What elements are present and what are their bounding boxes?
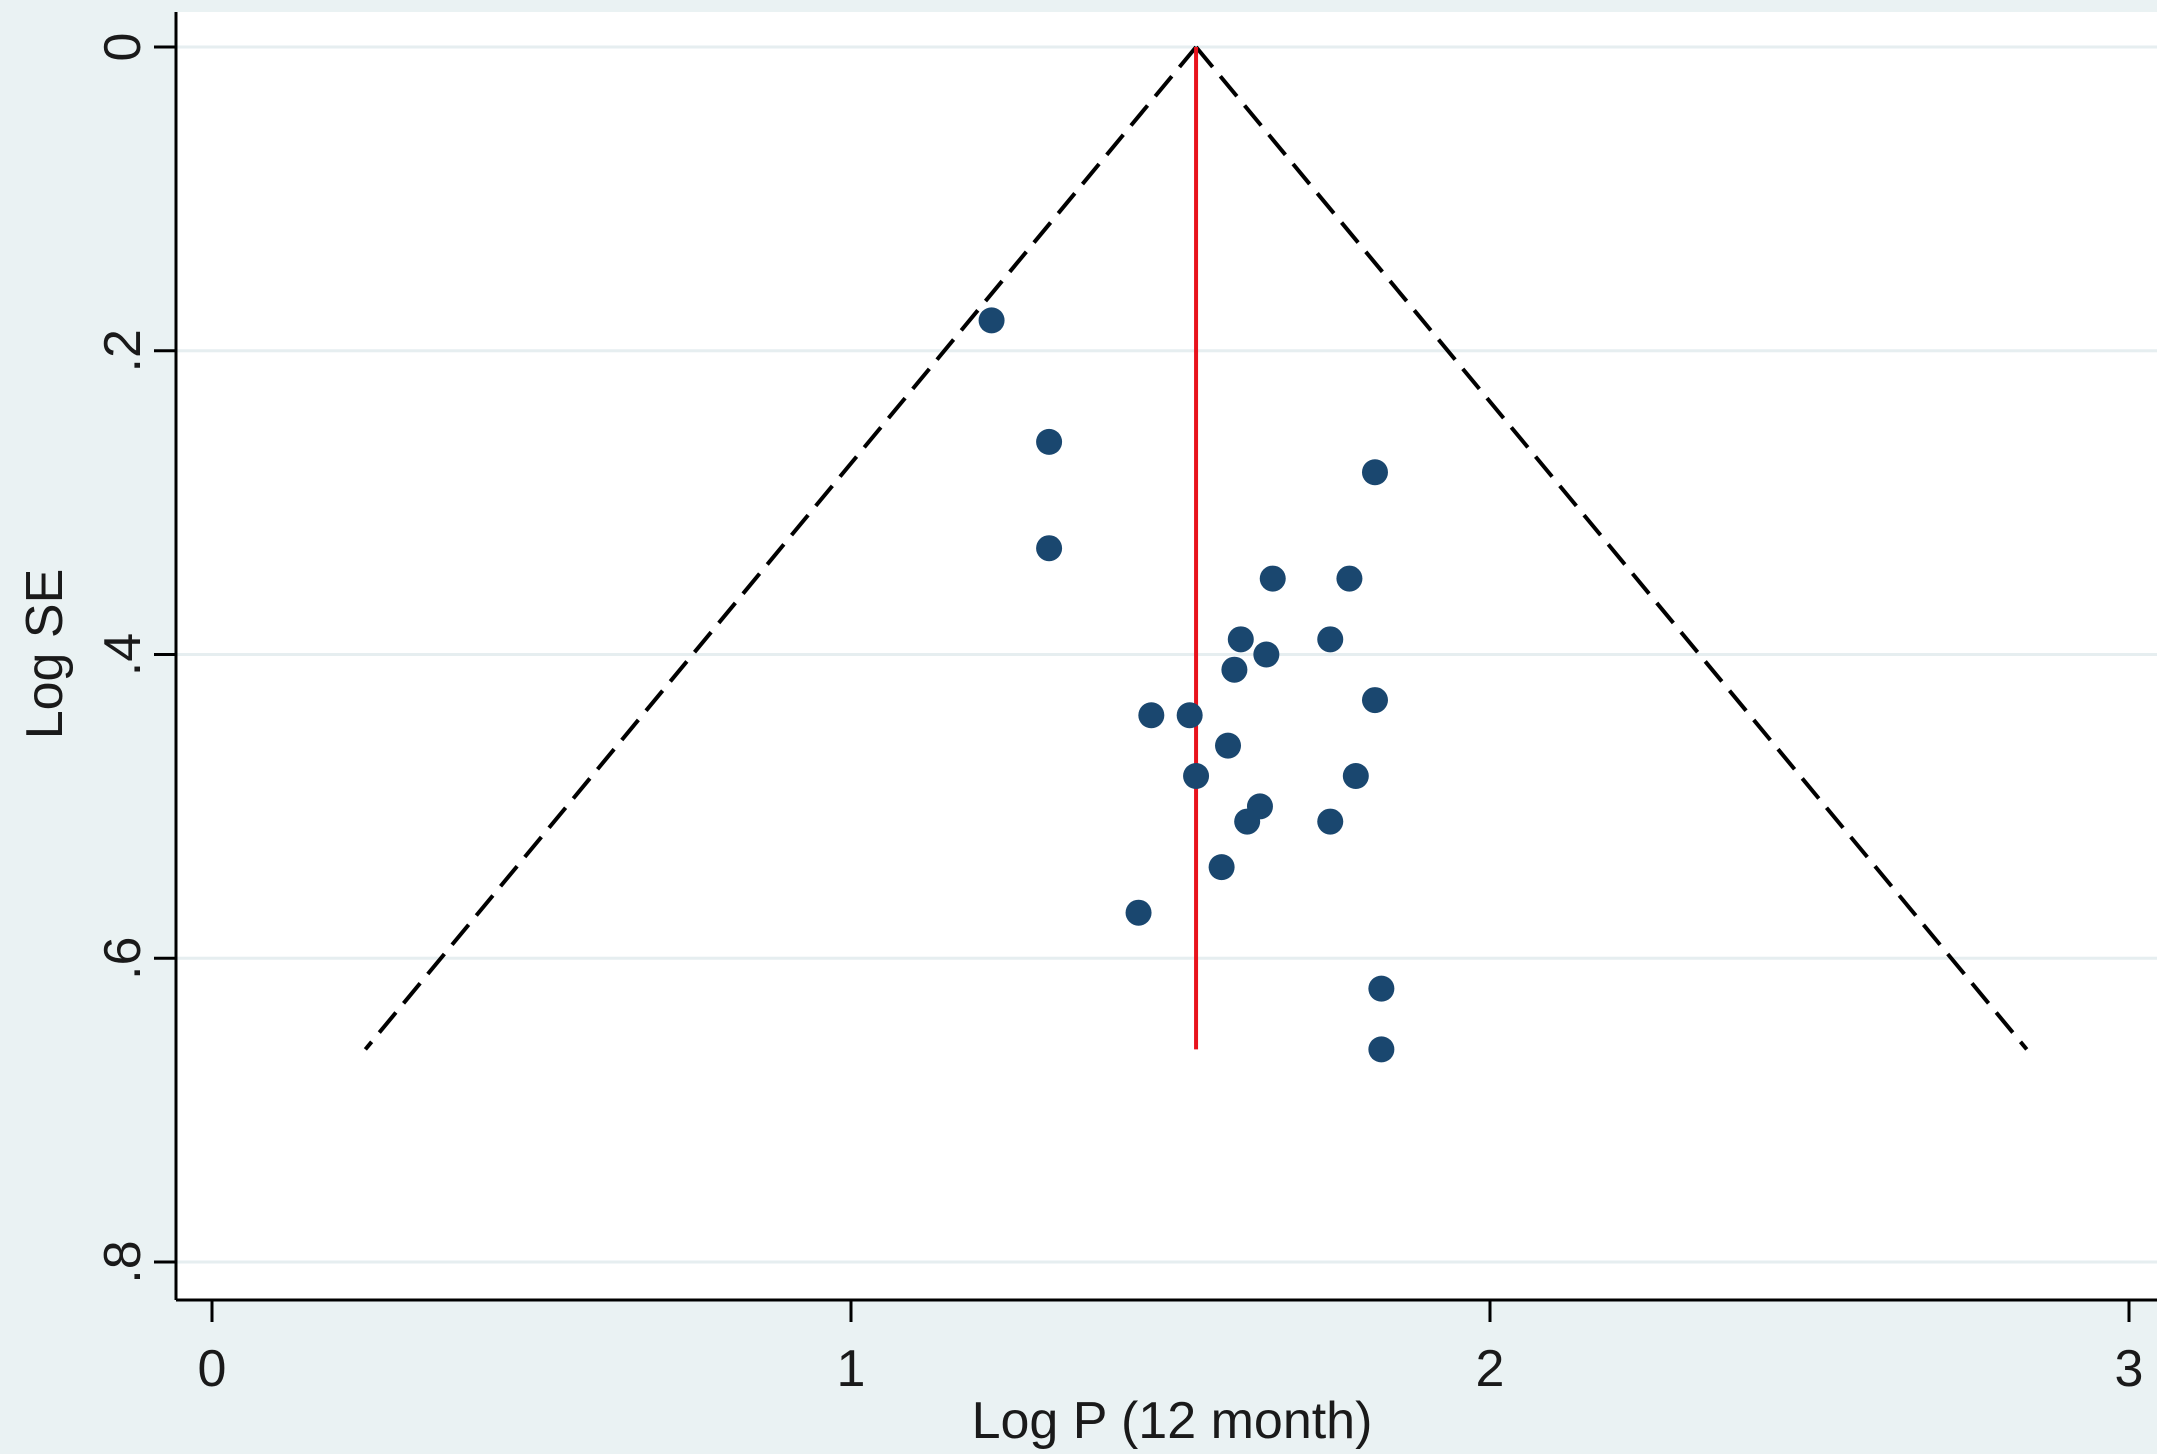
data-point <box>1208 854 1235 881</box>
data-point <box>1125 899 1152 926</box>
x-axis-title: Log P (12 month) <box>972 1392 1373 1450</box>
ticks: 0 .2 .4 .6 .8 0 1 2 3 <box>94 33 2143 1398</box>
y-tick-label: .2 <box>94 329 152 372</box>
x-tick-label: 2 <box>1476 1340 1505 1398</box>
x-tick-label: 3 <box>2115 1340 2144 1398</box>
x-tick-label: 0 <box>198 1340 227 1398</box>
data-point <box>1221 656 1248 683</box>
data-point <box>1234 808 1261 835</box>
data-point <box>1361 459 1388 486</box>
data-point <box>1336 565 1363 592</box>
y-axis-title: Log SE <box>16 569 74 740</box>
data-point <box>1368 1036 1395 1063</box>
data-points <box>978 307 1395 1063</box>
data-point <box>1183 763 1210 789</box>
x-tick-label: 1 <box>837 1340 866 1398</box>
data-point <box>1361 687 1388 714</box>
y-tick-label: 0 <box>94 33 152 62</box>
data-point <box>1138 702 1165 729</box>
funnel-line-left <box>363 45 1198 1051</box>
data-point <box>1036 535 1063 562</box>
data-point <box>1036 428 1063 455</box>
data-point <box>1176 702 1203 729</box>
funnel-lines <box>363 45 2029 1051</box>
y-tick-label: .6 <box>94 937 152 980</box>
funnel-line-right <box>1194 45 2029 1051</box>
data-point <box>978 307 1005 334</box>
data-point <box>1253 641 1280 668</box>
y-tick-label: .8 <box>94 1240 152 1283</box>
data-point <box>1317 626 1344 653</box>
gridlines <box>176 45 2157 1264</box>
data-point <box>1317 808 1344 835</box>
data-point <box>1227 626 1254 653</box>
data-point <box>1368 975 1395 1002</box>
data-point <box>1342 763 1369 789</box>
data-point <box>1259 565 1286 592</box>
data-point <box>1215 732 1242 759</box>
y-tick-label: .4 <box>94 633 152 676</box>
